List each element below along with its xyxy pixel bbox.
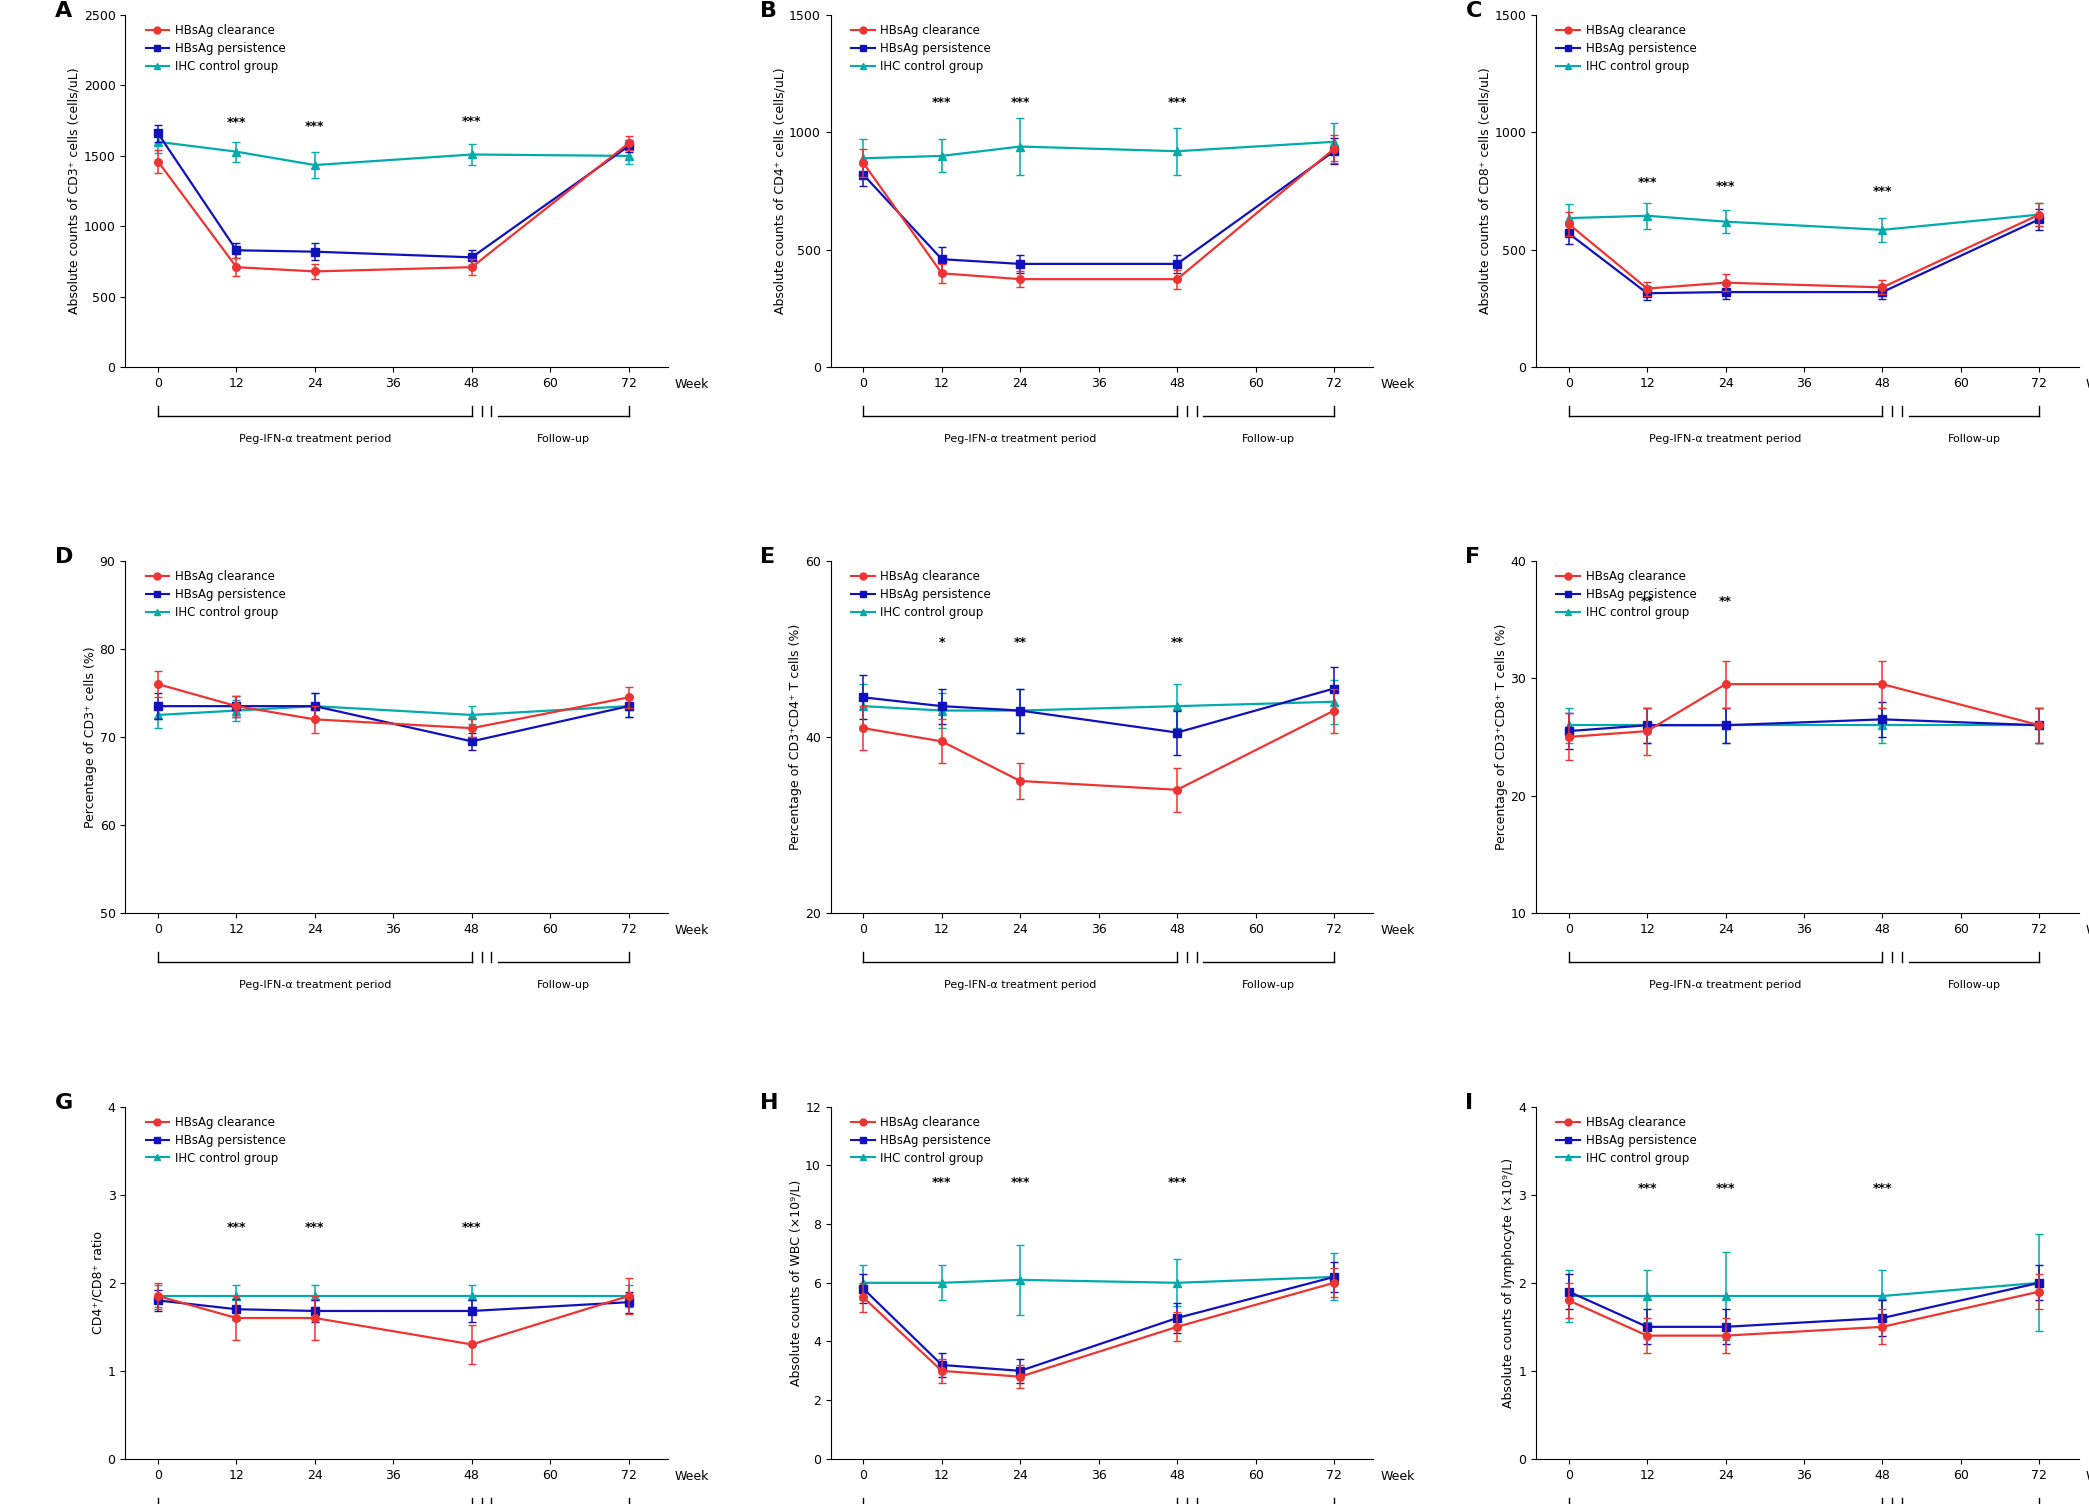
Text: Peg-IFN-α treatment period: Peg-IFN-α treatment period — [944, 435, 1097, 444]
Legend: HBsAg clearance, HBsAg persistence, IHC control group: HBsAg clearance, HBsAg persistence, IHC … — [1552, 567, 1700, 623]
Text: ***: *** — [462, 114, 483, 128]
Y-axis label: Absolute counts of CD8⁺ cells (cells/uL): Absolute counts of CD8⁺ cells (cells/uL) — [1479, 68, 1492, 314]
Text: Peg-IFN-α treatment period: Peg-IFN-α treatment period — [238, 435, 391, 444]
Text: I: I — [1466, 1092, 1473, 1113]
Text: D: D — [54, 547, 73, 567]
Text: Follow-up: Follow-up — [1243, 435, 1295, 444]
Text: ***: *** — [1168, 1176, 1187, 1188]
Text: ***: *** — [305, 1221, 324, 1235]
Text: **: ** — [1170, 636, 1184, 648]
Text: ***: *** — [1715, 1182, 1736, 1194]
Legend: HBsAg clearance, HBsAg persistence, IHC control group: HBsAg clearance, HBsAg persistence, IHC … — [1552, 1113, 1700, 1169]
Text: ***: *** — [462, 1221, 483, 1235]
Text: Follow-up: Follow-up — [537, 435, 589, 444]
Legend: HBsAg clearance, HBsAg persistence, IHC control group: HBsAg clearance, HBsAg persistence, IHC … — [142, 21, 290, 77]
Text: ***: *** — [228, 116, 247, 129]
Legend: HBsAg clearance, HBsAg persistence, IHC control group: HBsAg clearance, HBsAg persistence, IHC … — [848, 1113, 994, 1169]
Text: Week: Week — [2085, 923, 2089, 937]
Text: Follow-up: Follow-up — [1947, 981, 2001, 990]
Text: Peg-IFN-α treatment period: Peg-IFN-α treatment period — [1650, 435, 1801, 444]
Text: Week: Week — [675, 379, 710, 391]
Text: Week: Week — [675, 1469, 710, 1483]
Text: **: ** — [1640, 596, 1654, 608]
Text: ***: *** — [1872, 1182, 1893, 1194]
Text: ***: *** — [305, 120, 324, 134]
Y-axis label: CD4⁺/CD8⁺ ratio: CD4⁺/CD8⁺ ratio — [92, 1232, 104, 1334]
Text: **: ** — [1719, 596, 1732, 608]
Y-axis label: Percentage of CD3⁺CD8⁺ T cells (%): Percentage of CD3⁺CD8⁺ T cells (%) — [1494, 624, 1508, 850]
Text: *: * — [938, 636, 944, 648]
Text: Follow-up: Follow-up — [537, 981, 589, 990]
Text: ***: *** — [228, 1221, 247, 1235]
Text: ***: *** — [1872, 185, 1893, 199]
Text: Follow-up: Follow-up — [1243, 981, 1295, 990]
Y-axis label: Absolute counts of lymphocyte (×10⁹/L): Absolute counts of lymphocyte (×10⁹/L) — [1502, 1158, 1515, 1408]
Text: Peg-IFN-α treatment period: Peg-IFN-α treatment period — [1650, 981, 1801, 990]
Y-axis label: Percentage of CD3⁺ cells (%): Percentage of CD3⁺ cells (%) — [84, 647, 96, 827]
Text: ***: *** — [1715, 180, 1736, 194]
Text: E: E — [760, 547, 775, 567]
Text: ***: *** — [1168, 96, 1187, 108]
Text: ***: *** — [1011, 1176, 1030, 1188]
Text: ***: *** — [1638, 176, 1657, 190]
Text: Week: Week — [2085, 379, 2089, 391]
Text: B: B — [760, 2, 777, 21]
Text: Week: Week — [1381, 379, 1414, 391]
Y-axis label: Percentage of CD3⁺CD4⁺ T cells (%): Percentage of CD3⁺CD4⁺ T cells (%) — [790, 624, 802, 850]
Text: Week: Week — [675, 923, 710, 937]
Legend: HBsAg clearance, HBsAg persistence, IHC control group: HBsAg clearance, HBsAg persistence, IHC … — [142, 1113, 290, 1169]
Text: Follow-up: Follow-up — [1947, 435, 2001, 444]
Legend: HBsAg clearance, HBsAg persistence, IHC control group: HBsAg clearance, HBsAg persistence, IHC … — [1552, 21, 1700, 77]
Text: Week: Week — [1381, 923, 1414, 937]
Text: C: C — [1466, 2, 1481, 21]
Text: **: ** — [1013, 636, 1026, 648]
Y-axis label: Absolute counts of CD3⁺ cells (cells/uL): Absolute counts of CD3⁺ cells (cells/uL) — [69, 68, 81, 314]
Text: G: G — [54, 1092, 73, 1113]
Text: Week: Week — [2085, 1469, 2089, 1483]
Text: A: A — [54, 2, 71, 21]
Legend: HBsAg clearance, HBsAg persistence, IHC control group: HBsAg clearance, HBsAg persistence, IHC … — [848, 567, 994, 623]
Legend: HBsAg clearance, HBsAg persistence, IHC control group: HBsAg clearance, HBsAg persistence, IHC … — [142, 567, 290, 623]
Text: ***: *** — [1011, 96, 1030, 108]
Text: Peg-IFN-α treatment period: Peg-IFN-α treatment period — [238, 981, 391, 990]
Text: H: H — [760, 1092, 779, 1113]
Text: F: F — [1466, 547, 1481, 567]
Y-axis label: Absolute counts of CD4⁺ cells (cells/uL): Absolute counts of CD4⁺ cells (cells/uL) — [773, 68, 785, 314]
Text: ***: *** — [932, 96, 953, 108]
Y-axis label: Absolute counts of WBC (×10⁹/L): Absolute counts of WBC (×10⁹/L) — [790, 1179, 802, 1385]
Text: Week: Week — [1381, 1469, 1414, 1483]
Text: Peg-IFN-α treatment period: Peg-IFN-α treatment period — [944, 981, 1097, 990]
Text: ***: *** — [932, 1176, 953, 1188]
Text: ***: *** — [1638, 1182, 1657, 1194]
Legend: HBsAg clearance, HBsAg persistence, IHC control group: HBsAg clearance, HBsAg persistence, IHC … — [848, 21, 994, 77]
